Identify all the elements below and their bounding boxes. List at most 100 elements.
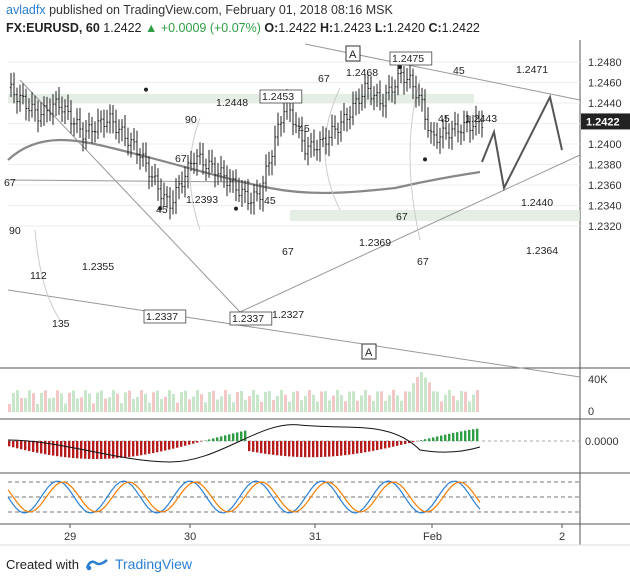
footer: Created with TradingView	[6, 556, 192, 572]
volume-bar	[340, 395, 343, 412]
macd-histogram-bar	[212, 438, 215, 441]
volume-bar	[372, 400, 375, 412]
pattern-label-box	[361, 343, 377, 360]
macd-histogram-bar	[56, 441, 59, 457]
volume-bar	[356, 400, 359, 412]
volume-bar	[212, 390, 215, 412]
tradingview-logo-icon	[85, 559, 108, 571]
macd-histogram-bar	[460, 431, 463, 441]
volume-bar	[460, 391, 463, 412]
macd-histogram-bar	[296, 441, 299, 457]
macd-histogram-bar	[272, 441, 275, 455]
volume-bar	[240, 390, 243, 412]
macd-histogram-bar	[184, 441, 187, 446]
volume-bar	[64, 403, 67, 412]
macd-histogram-bar	[92, 441, 95, 459]
current-price-label: 1.2422	[586, 116, 620, 128]
macd-histogram-bar	[440, 435, 443, 441]
stoch-d-line	[7, 481, 481, 513]
volume-bar	[380, 391, 383, 412]
macd-histogram-bar	[320, 441, 323, 458]
macd-histogram-bar	[288, 441, 291, 457]
volume-bar	[76, 398, 79, 412]
volume-bar	[168, 390, 171, 412]
angle-label: 45	[156, 204, 168, 216]
close-value: 1.2422	[441, 21, 480, 35]
author-link[interactable]: avladfx	[6, 3, 46, 17]
volume-bar	[308, 390, 311, 412]
volume-bar	[280, 390, 283, 412]
pivot-dot	[398, 65, 402, 70]
pivot-dot	[234, 206, 238, 211]
volume-bar	[136, 396, 139, 412]
angle-label: 90	[185, 114, 197, 126]
current-price-text: 1.2422	[103, 21, 142, 35]
macd-histogram-bar	[136, 441, 139, 456]
volume-bar	[144, 393, 147, 412]
macd-histogram-bar	[444, 434, 447, 441]
tradingview-brand[interactable]: TradingView	[114, 556, 193, 572]
volume-bar	[256, 394, 259, 412]
pattern-label: A	[365, 347, 373, 359]
volume-bar	[264, 391, 267, 412]
close-label: C:	[428, 21, 442, 35]
volume-bar	[248, 396, 251, 412]
high-value: 1.2423	[333, 21, 372, 35]
macd-histogram-bar	[252, 441, 255, 452]
pivot-dot	[144, 87, 148, 92]
macd-histogram-bar	[192, 441, 195, 444]
volume-bar	[364, 390, 367, 412]
y-tick-label: 1.2480	[588, 57, 622, 69]
fib-arc	[324, 87, 341, 211]
volume-bar	[56, 390, 59, 412]
macd-histogram-bar	[144, 441, 147, 455]
volume-bar	[164, 396, 167, 412]
volume-bar	[464, 391, 467, 412]
diagonal-line	[19, 79, 241, 313]
volume-bar	[208, 392, 211, 412]
macd-tick-label: 0.0000	[585, 436, 619, 448]
volume-bar	[84, 390, 87, 412]
volume-bar	[196, 390, 199, 412]
volume-bar	[32, 393, 35, 412]
low-value: 1.2420	[386, 21, 425, 35]
x-tick-label: 29	[64, 531, 76, 543]
volume-bar	[128, 390, 131, 412]
moving-average-line	[7, 138, 481, 195]
macd-histogram-bar	[120, 441, 123, 458]
volume-bar	[376, 391, 379, 412]
volume-bar	[216, 399, 219, 412]
macd-histogram-bar	[364, 441, 367, 453]
volume-bar	[16, 390, 19, 412]
macd-histogram-bar	[200, 441, 203, 442]
x-tick-label: 30	[184, 531, 196, 543]
macd-histogram-bar	[16, 441, 19, 449]
macd-histogram-bar	[348, 441, 351, 455]
macd-histogram-bar	[240, 431, 243, 441]
macd-histogram-bar	[380, 441, 383, 450]
volume-bar	[396, 395, 399, 412]
macd-histogram-bar	[12, 441, 15, 448]
price-label: 1.2337	[146, 311, 178, 323]
volume-bar	[416, 377, 419, 412]
angle-label: 45	[298, 123, 310, 135]
macd-histogram-bar	[396, 441, 399, 446]
macd-histogram-bar	[132, 441, 135, 457]
volume-bar	[468, 401, 471, 412]
macd-histogram-bar	[104, 441, 107, 459]
pivot-dot	[423, 157, 427, 162]
volume-bar	[360, 395, 363, 412]
macd-histogram-bar	[404, 441, 407, 444]
volume-bar	[148, 402, 151, 412]
macd-tick-bg	[581, 433, 630, 449]
volume-bar	[412, 383, 415, 412]
volume-bar	[68, 392, 71, 412]
macd-histogram-bar	[392, 441, 395, 447]
volume-bar	[88, 393, 91, 412]
volume-bar	[132, 398, 135, 412]
price-label: 1.2393	[186, 194, 218, 206]
volume-bar	[176, 402, 179, 412]
volume-bar	[408, 391, 411, 412]
volume-bar	[332, 395, 335, 412]
